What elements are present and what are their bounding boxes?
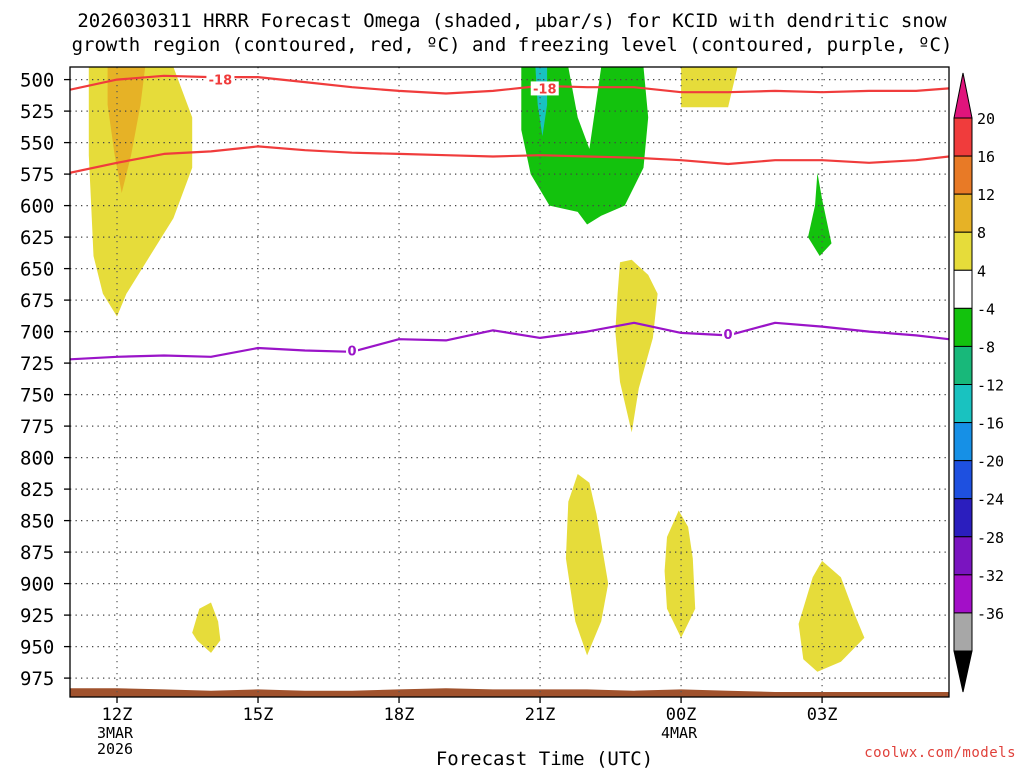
colorbar-label-7: -8 <box>977 338 995 356</box>
omega-region-7 <box>565 474 609 656</box>
omega-region-10 <box>798 560 865 672</box>
colorbar-bottom-arrow <box>953 650 973 693</box>
contour-label-2: -18 <box>533 82 557 97</box>
contour-label-bg-2 <box>530 81 559 96</box>
dendritic-contour-1 <box>70 74 949 95</box>
colorbar-label-10: -20 <box>977 453 1004 471</box>
colorbar-swatch-5 <box>953 269 973 309</box>
dendritic-contour-2 <box>70 145 949 174</box>
x-tick-label-03Z: 03Z <box>807 705 838 725</box>
x-tick-label-12Z: 12Z <box>102 705 133 725</box>
contour-label-1: -18 <box>209 74 233 89</box>
colorbar-swatch-13 <box>953 574 973 614</box>
x-date-label-12Z: 3MAR <box>97 724 134 742</box>
colorbar-label-4: 8 <box>977 224 986 242</box>
contour-label-4: 0 <box>724 328 733 343</box>
contour-label-3: 0 <box>348 345 357 360</box>
y-tick-label-575: 575 <box>20 164 54 186</box>
colorbar-swatch-14 <box>953 612 973 652</box>
x-tick-label-15Z: 15Z <box>243 705 274 725</box>
contour-label-bg-3 <box>346 343 359 358</box>
x-tick-label-21Z: 21Z <box>525 705 556 725</box>
credit-text[interactable]: coolwx.com/models <box>864 745 1016 761</box>
colorbar-swatch-10 <box>953 460 973 500</box>
chart-title-line-1: 2026030311 HRRR Forecast Omega (shaded, … <box>77 10 947 32</box>
colorbar-swatch-6 <box>953 307 973 347</box>
omega-region-8 <box>664 510 696 638</box>
colorbar-label-6: -4 <box>977 300 995 318</box>
x-tick-label-18Z: 18Z <box>384 705 415 725</box>
colorbar-swatch-9 <box>953 422 973 462</box>
colorbar-label-11: -24 <box>977 491 1004 509</box>
y-tick-label-650: 650 <box>20 259 54 281</box>
colorbar-swatch-12 <box>953 536 973 576</box>
x-date-label-00Z: 4MAR <box>661 724 698 742</box>
y-tick-label-725: 725 <box>20 353 54 375</box>
y-tick-label-675: 675 <box>20 290 54 312</box>
colorbar-label-5: 4 <box>977 262 986 280</box>
omega-region-4 <box>521 67 649 225</box>
colorbar-label-8: -12 <box>977 377 1004 395</box>
colorbar-label-2: 16 <box>977 148 995 166</box>
y-tick-label-900: 900 <box>20 574 54 596</box>
colorbar-label-9: -16 <box>977 415 1004 433</box>
colorbar-label-14: -36 <box>977 605 1004 623</box>
ground-terrain <box>70 688 949 697</box>
y-tick-label-850: 850 <box>20 511 54 533</box>
colorbar-swatch-1 <box>953 117 973 157</box>
colorbar-swatch-8 <box>953 384 973 424</box>
colorbar-label-13: -32 <box>977 567 1004 585</box>
contour-label-bg-1 <box>206 72 235 87</box>
omega-region-3 <box>192 602 221 653</box>
chart-title-line-2: growth region (contoured, red, ºC) and f… <box>71 34 953 56</box>
omega-region-11 <box>808 172 832 256</box>
colorbar-label-3: 12 <box>977 186 995 204</box>
y-tick-label-875: 875 <box>20 542 54 564</box>
y-tick-label-975: 975 <box>20 668 54 690</box>
freezing-level-contour-1 <box>70 321 949 361</box>
colorbar-swatch-4 <box>953 231 973 271</box>
omega-region-9 <box>681 67 738 108</box>
colorbar-top-arrow <box>953 72 973 119</box>
colorbar-swatch-3 <box>953 193 973 233</box>
y-tick-label-600: 600 <box>20 196 54 218</box>
x-year-label-12Z: 2026 <box>97 740 133 758</box>
colorbar-label-12: -28 <box>977 529 1004 547</box>
y-tick-label-700: 700 <box>20 322 54 344</box>
y-tick-label-500: 500 <box>20 70 54 92</box>
y-tick-label-825: 825 <box>20 479 54 501</box>
colorbar-swatch-2 <box>953 155 973 195</box>
colorbar-swatch-11 <box>953 498 973 538</box>
y-tick-label-750: 750 <box>20 385 54 407</box>
x-axis-title: Forecast Time (UTC) <box>436 748 653 768</box>
x-tick-label-00Z: 00Z <box>666 705 697 725</box>
y-tick-label-775: 775 <box>20 416 54 438</box>
plot-area: -18 -18 0 0 <box>70 67 949 697</box>
y-tick-label-925: 925 <box>20 605 54 627</box>
plot-frame <box>69 66 950 698</box>
y-tick-label-800: 800 <box>20 448 54 470</box>
colorbar-swatch-7 <box>953 345 973 385</box>
omega-region-2 <box>107 67 146 193</box>
y-tick-label-625: 625 <box>20 227 54 249</box>
y-tick-label-550: 550 <box>20 133 54 155</box>
contour-label-bg-4 <box>722 327 735 342</box>
y-tick-label-950: 950 <box>20 637 54 659</box>
omega-region-6 <box>615 259 658 433</box>
y-tick-label-525: 525 <box>20 101 54 123</box>
colorbar-label-1: 20 <box>977 110 995 128</box>
